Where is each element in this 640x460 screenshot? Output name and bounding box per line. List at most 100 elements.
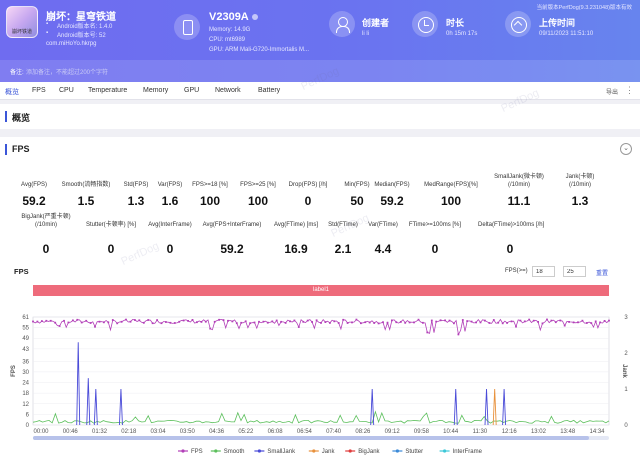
y-tick-label: 0 bbox=[26, 423, 30, 429]
note-input[interactable]: 添加备注，不能超过200个字符 bbox=[26, 70, 109, 76]
fps-threshold-input-2[interactable] bbox=[563, 266, 586, 277]
x-tick-label: 03:04 bbox=[151, 429, 167, 435]
fps-metric: SmallJank(微卡顿) (/10min) 11.1 bbox=[487, 173, 551, 213]
fps-point bbox=[479, 321, 482, 324]
legend-label: SmallJank bbox=[267, 449, 296, 455]
tab-expand-icon[interactable]: ⋮ bbox=[625, 85, 634, 95]
duration-value: 0h 15m 17s bbox=[446, 31, 478, 37]
section-accent bbox=[5, 144, 7, 155]
fps-point bbox=[550, 319, 553, 322]
fps-point bbox=[523, 320, 526, 323]
fps-point bbox=[231, 320, 234, 323]
fps-point bbox=[58, 325, 61, 327]
fps-point bbox=[386, 321, 389, 324]
fps-metric: Min(FPS) 50 bbox=[325, 181, 389, 221]
y-tick-label: 6 bbox=[26, 412, 30, 418]
fps-metric: Delta(FTime)>100ms [/h] 0 bbox=[478, 221, 545, 261]
y-tick-label: 49 bbox=[22, 336, 29, 342]
x-tick-label: 12:16 bbox=[502, 429, 518, 435]
fps-point bbox=[222, 319, 225, 321]
fps-point bbox=[94, 325, 96, 328]
tab-battery[interactable]: Battery bbox=[258, 87, 281, 94]
metric-label: Drop(FPS) [/h] bbox=[288, 182, 328, 188]
fps-point bbox=[608, 319, 610, 322]
x-tick-label: 08:26 bbox=[355, 429, 371, 435]
fps-point bbox=[399, 321, 402, 323]
app-icon-text: 崩坏铁道 bbox=[12, 29, 33, 35]
fps-threshold-input-1[interactable] bbox=[532, 266, 555, 277]
tab-fps[interactable]: FPS bbox=[32, 87, 46, 94]
fps-point bbox=[138, 319, 141, 322]
fps-point bbox=[355, 318, 358, 321]
tab-temperature[interactable]: Temperature bbox=[88, 87, 128, 94]
fps-metric: Var(FTime) 4.4 bbox=[351, 221, 415, 261]
metric-label-unit: (/10min) bbox=[507, 182, 530, 188]
metric-value: 0 bbox=[304, 194, 312, 208]
note-bar: 备注: 添加备注，不能超过200个字符 bbox=[0, 60, 640, 82]
y-right-axis-label: Jank bbox=[621, 364, 627, 378]
device-name-text: V2309A bbox=[209, 11, 249, 23]
legend-swatch-dot bbox=[214, 449, 218, 453]
fps-point bbox=[470, 320, 473, 323]
label-band[interactable]: label1 bbox=[33, 285, 609, 296]
metric-value: 100 bbox=[247, 194, 269, 208]
x-tick-label: 13:48 bbox=[560, 429, 576, 435]
section-accent bbox=[5, 111, 7, 122]
fps-point bbox=[63, 319, 65, 322]
y-tick-label: 18 bbox=[22, 391, 29, 397]
fps-point bbox=[169, 321, 172, 324]
tab-overview[interactable]: 概览 bbox=[5, 89, 19, 96]
tab-network[interactable]: Network bbox=[215, 87, 241, 94]
fps-point bbox=[209, 327, 212, 330]
jank-spike bbox=[492, 388, 497, 426]
smalljank-spike bbox=[453, 388, 458, 426]
metric-label: SmallJank(微卡顿) bbox=[494, 174, 544, 180]
x-tick-label: 11:30 bbox=[473, 429, 488, 435]
x-tick-label: 00:46 bbox=[63, 429, 79, 435]
fps-point bbox=[191, 319, 194, 321]
x-tick-label: 03:50 bbox=[180, 429, 196, 435]
fps-point bbox=[275, 319, 278, 322]
fps-point bbox=[590, 322, 593, 324]
y-right-tick-label: 0 bbox=[624, 423, 628, 429]
fps-point bbox=[448, 319, 451, 322]
note-label: 备注: bbox=[10, 70, 24, 76]
fps-point bbox=[165, 321, 167, 323]
collapse-chevron-icon[interactable]: ⌄ bbox=[620, 143, 632, 155]
fps-point bbox=[249, 322, 251, 325]
smalljank-spike bbox=[76, 342, 81, 426]
fps-metric: Avg(FPS+InterFrame) 59.2 bbox=[200, 221, 264, 261]
fps-point bbox=[377, 322, 380, 325]
tab-memory[interactable]: Memory bbox=[143, 87, 169, 94]
tab-gpu[interactable]: GPU bbox=[184, 87, 200, 94]
metric-label: Smooth(流畅指数) bbox=[61, 182, 111, 188]
fps-point bbox=[368, 321, 371, 324]
metric-label: Delta(FTime)>100ms [/h] bbox=[478, 222, 545, 228]
fps-point bbox=[559, 319, 562, 322]
fps-point bbox=[422, 321, 424, 324]
upload-time-label: 上传时间 bbox=[539, 18, 576, 28]
fps-point bbox=[271, 320, 274, 323]
upload-icon bbox=[505, 11, 531, 37]
fps-metric: Std(FPS) 1.3 bbox=[104, 181, 168, 221]
fps-point bbox=[45, 319, 48, 322]
device-info-icon[interactable] bbox=[251, 14, 258, 21]
device-memory: Memory: 14.9G bbox=[209, 27, 251, 33]
metric-value: 0 bbox=[431, 242, 439, 256]
fps-point bbox=[563, 324, 566, 327]
metric-value: 1.6 bbox=[161, 194, 179, 208]
metric-label: Std(FPS) bbox=[123, 182, 149, 188]
legend-swatch-dot bbox=[348, 449, 352, 453]
fps-section-header: FPS ⌄ bbox=[0, 137, 640, 162]
tab-cpu[interactable]: CPU bbox=[59, 87, 74, 94]
smalljank-spike bbox=[93, 388, 98, 426]
export-button[interactable]: 导出 bbox=[605, 90, 618, 96]
reset-button[interactable]: 重置 bbox=[596, 271, 609, 277]
x-tick-label: 09:12 bbox=[385, 429, 401, 435]
user-icon bbox=[329, 11, 355, 37]
x-tick-label: 02:18 bbox=[121, 429, 137, 435]
legend-label: Smooth bbox=[224, 449, 245, 455]
metric-value: 2.1 bbox=[334, 242, 352, 256]
fps-point bbox=[537, 321, 539, 323]
